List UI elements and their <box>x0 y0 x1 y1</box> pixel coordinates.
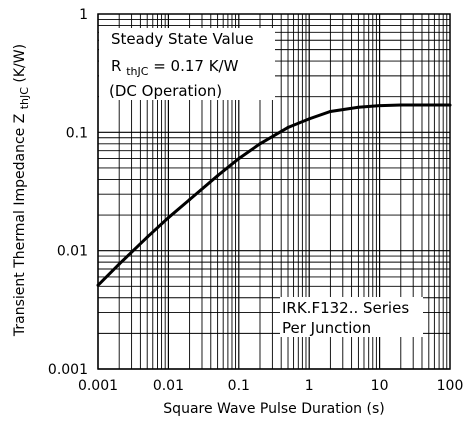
series-point <box>188 198 192 202</box>
plot-frame <box>97 13 451 370</box>
series-point <box>378 104 382 108</box>
steady-state-line1: Steady State Value <box>111 30 254 48</box>
series-point <box>399 103 403 107</box>
series-point <box>328 109 332 113</box>
x-tick-labels: 0.001 0.01 0.1 1 10 100 <box>78 378 463 394</box>
series-point <box>427 103 431 107</box>
series-point <box>117 262 121 266</box>
x-tick-label: 10 <box>371 378 389 394</box>
steady-state-r-subscript: thJC <box>126 65 149 78</box>
series-line <box>96 103 450 287</box>
x-axis-label: Square Wave Pulse Duration (s) <box>163 401 384 417</box>
steady-state-box <box>99 28 275 100</box>
x-tick-label: 1 <box>305 378 314 394</box>
x-tick-label: 100 <box>437 378 464 394</box>
series-note-box <box>280 297 423 337</box>
steady-state-r: R <box>111 57 121 75</box>
series-point <box>166 216 170 220</box>
series-point <box>286 125 290 129</box>
series-point <box>145 235 149 239</box>
y-tick-label: 0.1 <box>66 125 88 141</box>
series-point <box>258 142 262 146</box>
series-note-line1: IRK.F132.. Series <box>282 299 409 317</box>
series-point <box>216 174 220 178</box>
steady-state-r-value: = 0.17 K/W <box>153 57 238 75</box>
x-tick-label: 0.01 <box>153 378 184 394</box>
y-axis-label-subscript: thJC <box>18 87 31 110</box>
series-note-line2: Per Junction <box>282 319 371 337</box>
y-tick-labels: 0.001 0.01 0.1 1 <box>48 7 88 378</box>
series-point <box>356 105 360 109</box>
y-axis-label: Transient Thermal Impedance Z thJC (K/W) <box>12 44 32 337</box>
x-tick-label: 0.1 <box>228 378 250 394</box>
series-point <box>448 103 452 107</box>
series-points <box>96 103 452 287</box>
y-tick-label: 0.001 <box>48 362 88 378</box>
series-point <box>307 117 311 121</box>
y-tick-label: 0.01 <box>57 244 88 260</box>
x-tick-label: 0.001 <box>78 378 118 394</box>
series-point <box>96 283 100 287</box>
y-axis-label-main: Transient Thermal Impedance Z <box>12 114 28 337</box>
steady-state-line2: R thJC = 0.17 K/W <box>111 57 239 79</box>
y-axis-label-unit: (K/W) <box>12 44 28 83</box>
steady-state-line3: (DC Operation) <box>109 82 222 100</box>
series-point <box>237 157 241 161</box>
y-tick-label: 1 <box>79 7 88 23</box>
